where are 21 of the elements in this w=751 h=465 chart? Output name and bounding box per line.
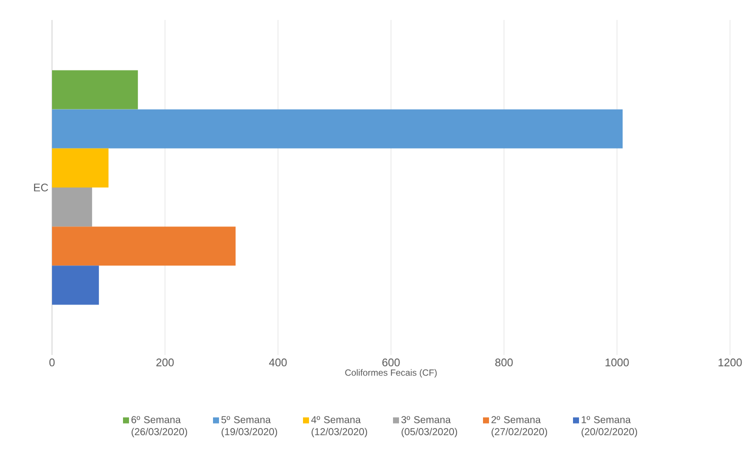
legend-label: 2º Semana (27/02/2020) (492, 416, 548, 438)
bar (52, 70, 138, 110)
x-tick-label: 1200 (718, 358, 742, 366)
y-tick-label: EC (34, 184, 48, 192)
x-tick-label: 400 (269, 358, 287, 366)
bar (52, 148, 109, 188)
bar (52, 109, 623, 148)
legend-label: 1º Semana (20/02/2020) (582, 416, 638, 438)
bar (52, 226, 236, 266)
x-tick-label: 800 (495, 358, 513, 366)
x-tick-label: 200 (156, 358, 174, 366)
legend-label: 5º Semana (19/03/2020) (221, 416, 278, 438)
legend-label: 4º Semana (12/03/2020) (311, 416, 368, 438)
x-tick-label: 0 (49, 358, 55, 366)
x-axis-title: Coliformes Fecais (CF) (345, 369, 437, 378)
legend-label: 6º Semana (26/03/2020) (132, 416, 188, 438)
x-tick-label: 600 (382, 358, 400, 366)
x-tick-label: 1000 (606, 358, 629, 366)
bar (52, 187, 92, 227)
bar (52, 266, 99, 305)
legend-label: 3º Semana (05/03/2020) (401, 416, 458, 438)
